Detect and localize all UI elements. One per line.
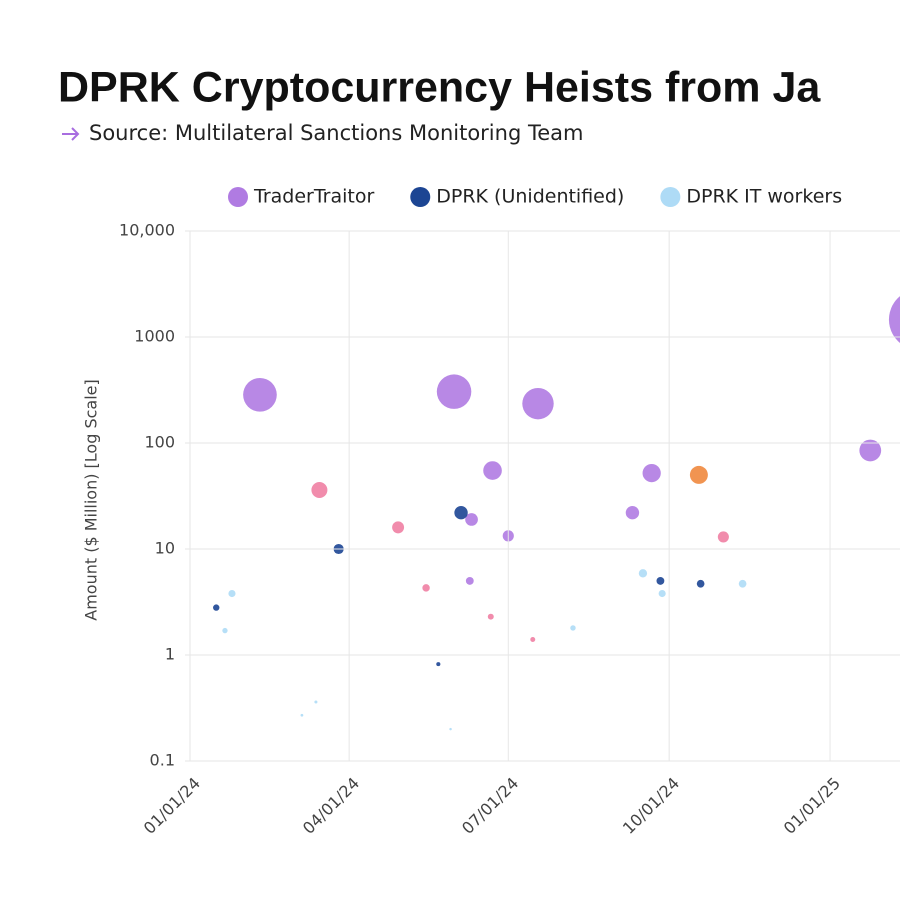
y-tick-label: 100 <box>144 433 175 452</box>
y-tick-label: 1000 <box>134 327 175 346</box>
bubble <box>213 604 220 611</box>
bubble <box>311 482 328 499</box>
bubble <box>738 579 747 588</box>
bubble <box>392 521 405 534</box>
bubble <box>522 387 554 420</box>
bubble <box>658 589 666 598</box>
bubble <box>483 461 502 480</box>
bubble <box>436 374 472 409</box>
subtitle-arrow <box>62 127 80 141</box>
bubble <box>422 584 430 592</box>
bubble <box>859 439 882 462</box>
x-tick-label: 07/01/24 <box>458 774 522 838</box>
x-tick-label: 01/01/24 <box>140 774 204 838</box>
y-tick-label: 10 <box>155 539 175 558</box>
bubble <box>888 296 900 343</box>
x-tick-label: 10/01/24 <box>619 774 683 838</box>
bubble <box>656 576 665 585</box>
bubble <box>465 576 474 585</box>
bubble <box>228 589 236 598</box>
legend-label: DPRK IT workers <box>686 186 842 208</box>
bubble <box>487 613 494 620</box>
x-tick-label: 01/01/25 <box>780 774 844 838</box>
bubble <box>436 662 441 667</box>
legend-marker <box>410 187 431 207</box>
plot <box>213 296 900 731</box>
bubble <box>454 506 468 520</box>
chart-title: DPRK Cryptocurrency Heists from Ja <box>58 63 821 111</box>
subtitle: Source: Multilateral Sanctions Monitorin… <box>89 121 583 145</box>
y-tick-label: 10,000 <box>119 221 175 240</box>
bubble <box>243 377 277 412</box>
legend-marker <box>228 187 248 207</box>
bubble <box>465 513 478 526</box>
bubble <box>570 625 576 631</box>
bubble <box>530 637 536 642</box>
y-tick-label: 0.1 <box>150 751 175 770</box>
bubble <box>717 531 729 543</box>
bubble <box>449 727 452 731</box>
bubble <box>625 506 640 520</box>
y-tick-label: 1 <box>165 645 175 664</box>
bubble <box>689 465 708 484</box>
x-tick-label: 04/01/24 <box>299 774 363 838</box>
legend-marker <box>660 187 681 207</box>
legend-label: DPRK (Unidentified) <box>436 186 624 208</box>
legend-label: TraderTraitor <box>253 186 374 208</box>
bubble <box>696 579 705 588</box>
bubble <box>642 463 661 483</box>
bubble <box>300 713 304 717</box>
bubble <box>222 627 228 634</box>
y-axis-label: Amount ($ Million) [Log Scale] <box>82 379 101 621</box>
bubble <box>638 569 648 578</box>
bubble <box>314 700 318 704</box>
